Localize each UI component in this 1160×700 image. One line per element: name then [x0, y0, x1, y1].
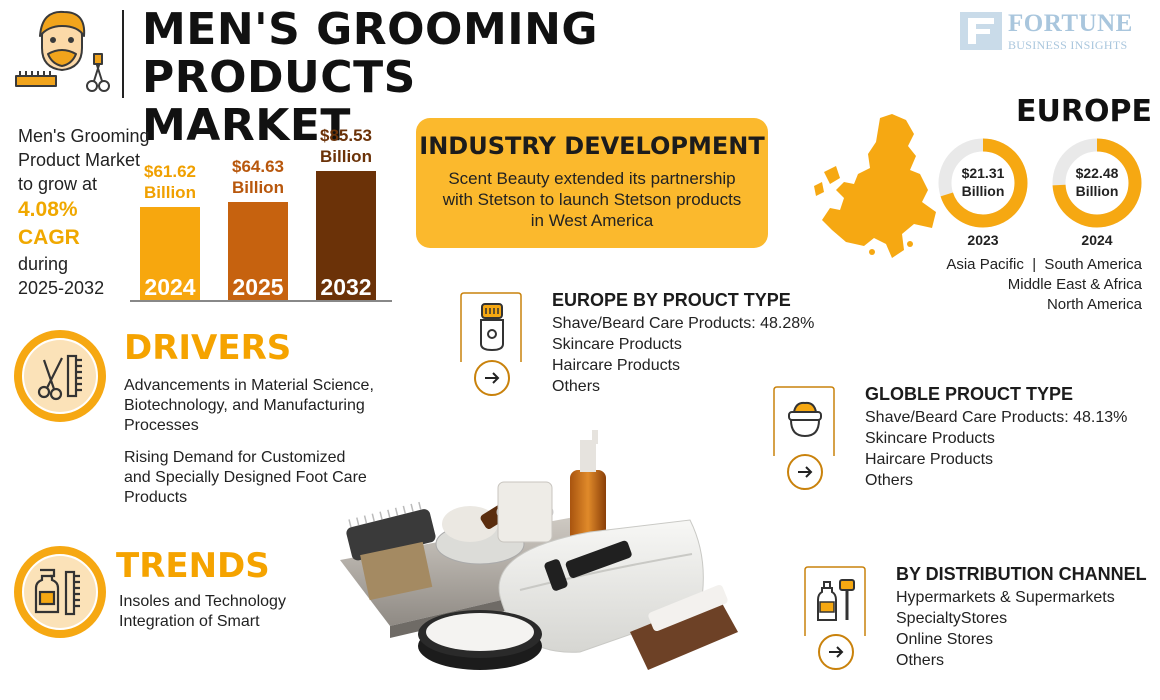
drivers-item-1: Advancements in Material Science, Biotec… — [124, 377, 374, 434]
electric-shaver-icon — [480, 303, 504, 352]
chart-bar-value-label: $64.63 Billion — [232, 157, 284, 197]
title-divider — [122, 10, 124, 98]
distribution-title: BY DISTRIBUTION CHANNEL — [896, 564, 1147, 584]
distribution-item: Online Stores — [896, 631, 993, 648]
chart-bar-category: 2025 — [232, 274, 284, 300]
brand-logo: FORTUNE BUSINESS INSIGHTS — [960, 10, 1150, 54]
other-regions: Asia Pacific | South America Middle East… — [946, 255, 1142, 315]
donut-unit: Billion — [1075, 183, 1119, 199]
global-product-icon-box — [773, 386, 835, 506]
donut-ring — [938, 138, 1028, 228]
drivers-item-2: Rising Demand for Customized and Special… — [124, 449, 367, 506]
donut-ring — [1052, 138, 1142, 228]
europe-product-item: Shave/Beard Care Products: 48.28% — [552, 315, 815, 332]
barber-icon — [15, 10, 110, 92]
global-product-item: Shave/Beard Care Products: 48.13% — [865, 409, 1128, 426]
europe-map-icon — [814, 114, 936, 258]
industry-development-text: Scent Beauty extended its partnership wi… — [442, 169, 742, 230]
brand-logo-name: FORTUNE — [1008, 10, 1133, 37]
donut-value: $22.48 — [1075, 165, 1119, 181]
europe-product-item: Haircare Products — [552, 357, 681, 374]
global-product-item: Skincare Products — [865, 430, 995, 447]
cagr-value: 4.08% — [18, 198, 78, 221]
distribution-item: Hypermarkets & Supermarkets — [896, 589, 1115, 606]
intro-line: during — [18, 254, 69, 274]
chart-baseline — [130, 300, 392, 302]
donut-year: 2024 — [1081, 232, 1113, 248]
distribution-item: SpecialtyStores — [896, 610, 1008, 627]
distribution-item: Others — [896, 652, 945, 669]
title-line-2: MARKET — [142, 100, 351, 151]
intro-line: 2025-2032 — [18, 278, 105, 298]
page-title: MEN'S GROOMING PRODUCTS MARKET — [142, 6, 842, 150]
title-line-1: MEN'S GROOMING PRODUCTS — [142, 4, 599, 103]
global-product-section: GLOBLE PROUCT TYPE Shave/Beard Care Prod… — [865, 384, 1127, 491]
grooming-products-photo — [340, 430, 738, 670]
global-product-item: Others — [865, 472, 914, 489]
spray-bottle-comb-icon — [14, 546, 106, 638]
chart-bar-value-label: $61.62 Billion — [144, 162, 196, 202]
scissors-comb-icon — [14, 330, 106, 422]
europe-product-title: EUROPE BY PROUCT TYPE — [552, 290, 791, 310]
distribution-icon-box — [804, 566, 866, 686]
global-product-arrow-button[interactable] — [787, 454, 823, 490]
europe-title: EUROPE — [1016, 94, 1152, 129]
distribution-arrow-button[interactable] — [818, 634, 854, 670]
europe-product-item: Others — [552, 378, 601, 395]
market-size-chart: 2024 $61.62 Billion 2025 $64.63 Billion 2032 $8… — [130, 118, 392, 302]
donut-year: 2023 — [967, 232, 999, 248]
arrow-right-icon — [798, 466, 813, 478]
drivers-title: DRIVERS — [124, 328, 292, 368]
chart-bar-value-label: $85.53 Billion — [320, 126, 372, 166]
brand-logo-mark-icon — [960, 12, 1002, 50]
intro-line: Men's Grooming — [18, 126, 150, 146]
industry-development-title: INDUSTRY DEVELOPMENT — [419, 132, 765, 160]
intro-line: Product Market — [18, 150, 141, 170]
chart-bar-category: 2024 — [144, 274, 196, 300]
razor-bottle-icon — [817, 579, 855, 621]
donut-value: $21.31 — [961, 165, 1005, 181]
europe-donut-2023: $21.31 Billion 2023 — [936, 136, 1030, 248]
europe-product-item: Skincare Products — [552, 336, 682, 353]
europe-product-icon-box — [460, 292, 522, 412]
europe-product-section: EUROPE BY PROUCT TYPE Shave/Beard Care P… — [552, 290, 814, 397]
chart-bar: 2032 — [316, 171, 376, 300]
global-product-title: GLOBLE PROUCT TYPE — [865, 384, 1074, 404]
trends-item-1: Insoles and Technology Integration of Sm… — [119, 593, 286, 630]
chart-bar: 2024 — [140, 207, 200, 300]
cream-jar-icon — [788, 401, 822, 438]
chart-bar-category: 2032 — [320, 274, 372, 300]
global-product-item: Haircare Products — [865, 451, 994, 468]
cagr-label: CAGR — [18, 226, 80, 249]
europe-donut-2024: $22.48 Billion 2024 — [1050, 136, 1144, 248]
distribution-section: BY DISTRIBUTION CHANNEL Hypermarkets & S… — [896, 564, 1147, 671]
arrow-right-icon — [485, 372, 500, 384]
market-intro: Men's Grooming Product Market to grow at… — [18, 124, 168, 300]
regions-line: North America — [1046, 296, 1142, 313]
donut-unit: Billion — [961, 183, 1005, 199]
chart-bar: 2025 — [228, 202, 288, 300]
arrow-right-icon — [829, 646, 844, 658]
trends-title: TRENDS — [116, 546, 270, 586]
intro-line: to grow at — [18, 174, 98, 194]
europe-product-arrow-button[interactable] — [474, 360, 510, 396]
brand-logo-tagline: BUSINESS INSIGHTS — [1008, 38, 1128, 52]
regions-line: Middle East & Africa — [1007, 276, 1142, 293]
industry-development-card: INDUSTRY DEVELOPMENT Scent Beauty extend… — [416, 118, 768, 248]
regions-line: Asia Pacific | South America — [946, 256, 1142, 273]
